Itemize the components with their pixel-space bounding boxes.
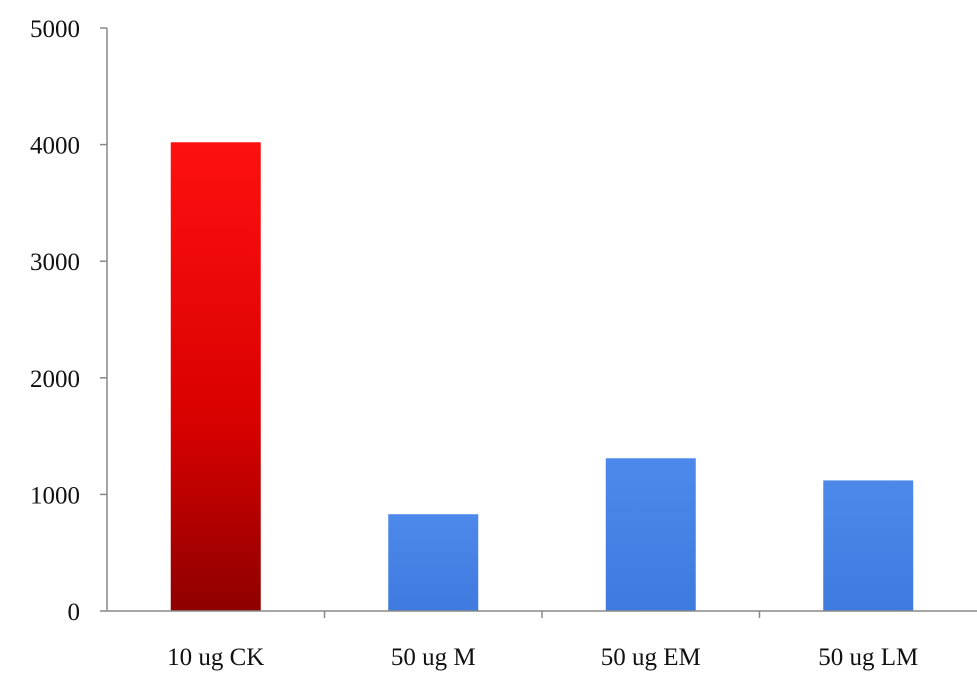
bar-50-ug-m [388, 514, 479, 611]
y-tick-label: 0 [68, 599, 81, 626]
bar-10-ug-ck [170, 142, 261, 611]
bar-50-ug-em [605, 458, 696, 611]
y-tick-label: 5000 [30, 16, 80, 43]
y-tick-label: 3000 [30, 249, 80, 276]
y-tick-label: 2000 [30, 366, 80, 393]
x-category-label: 10 ug CK [167, 644, 264, 671]
x-category-label: 50 ug EM [601, 644, 701, 671]
x-axis-categories: 10 ug CK 50 ug M 50 ug EM 50 ug LM [167, 611, 918, 671]
x-category-label: 50 ug M [391, 644, 476, 671]
x-category-label: 50 ug LM [818, 644, 918, 671]
bars-group [170, 142, 914, 611]
bar-50-ug-lm [823, 480, 914, 611]
y-tick-label: 1000 [30, 482, 80, 509]
y-tick-label: 4000 [30, 133, 80, 160]
y-axis-ticks: 0 1000 2000 3000 4000 5000 [30, 16, 107, 626]
